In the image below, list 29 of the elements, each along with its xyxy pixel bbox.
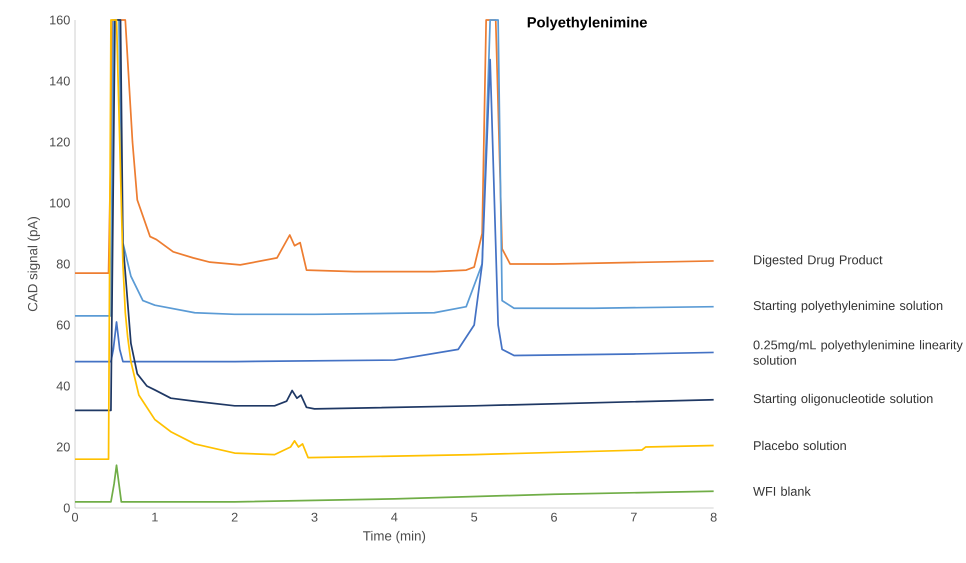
x-tick-label: 3 (311, 512, 318, 522)
text: Starting polyethylenimine solution (754, 300, 942, 313)
x-axis-title: Time (min) (363, 530, 426, 544)
x-tick-label: 4 (391, 512, 398, 522)
text: 0.25mg/mL polyethylenimine linearity solution (753, 340, 963, 365)
line-series (74, 58, 715, 362)
chart-title: Polyethylenimine (528, 16, 647, 30)
y-tick-label: 100 (50, 198, 70, 208)
x-tick-label: 6 (551, 512, 557, 522)
text: Starting oligonucleotide solution (754, 394, 932, 406)
y-axis-title: CAD signal (pA) (28, 217, 40, 312)
y-tick-label: 120 (50, 138, 70, 146)
y-tick-label: 140 (50, 76, 70, 86)
line-series (74, 464, 715, 503)
x-tick-label: 2 (232, 512, 238, 522)
x-tick-label: 8 (710, 512, 717, 522)
text: Digested Drug Product (754, 255, 882, 267)
x-tick-label: 5 (471, 512, 478, 522)
x-tick-label: 7 (630, 512, 637, 522)
y-tick-label: 80 (56, 260, 70, 268)
y-tick-label: 0 (64, 504, 70, 512)
x-tick-label: 1 (152, 512, 158, 522)
y-tick-label: 160 (50, 16, 70, 24)
text: Placebo solution (754, 440, 846, 450)
y-tick-label: 60 (56, 320, 70, 330)
text: WFI blank (753, 486, 811, 496)
y-tick-label: 40 (56, 382, 70, 390)
x-tick-label: 0 (72, 512, 78, 522)
y-tick-label: 20 (56, 442, 70, 452)
